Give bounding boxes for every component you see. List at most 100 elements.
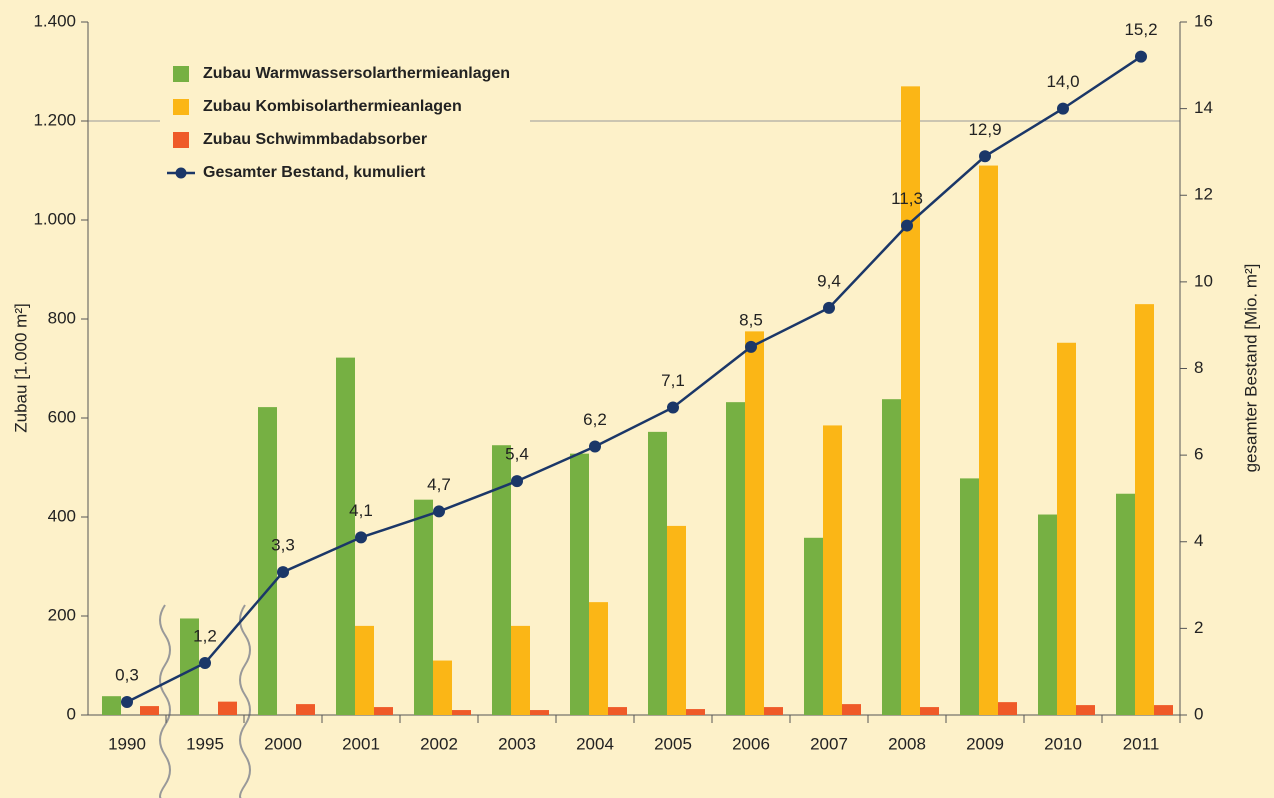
line-point [1057, 102, 1069, 115]
bar [842, 704, 861, 715]
bar [140, 706, 159, 715]
bar [374, 707, 393, 715]
data-label: 6,2 [583, 410, 607, 429]
line-point [433, 505, 445, 518]
bar [823, 425, 842, 715]
bar [667, 525, 686, 715]
x-tick-label: 2003 [498, 734, 536, 753]
bar [570, 453, 589, 715]
bar [296, 704, 315, 715]
y2-tick-label: 4 [1194, 531, 1203, 550]
y2-axis-title: gesamter Bestand [Mio. m²] [1241, 264, 1260, 473]
bar [336, 357, 355, 715]
line-point [979, 150, 991, 163]
bar [686, 709, 705, 715]
y2-tick-label: 0 [1194, 704, 1203, 723]
bar [258, 407, 277, 715]
bar [960, 478, 979, 715]
x-tick-label: 2006 [732, 734, 770, 753]
y2-tick-label: 16 [1194, 11, 1213, 30]
data-label: 0,3 [115, 665, 139, 684]
axis-break [159, 604, 171, 798]
y2-tick-label: 10 [1194, 271, 1213, 290]
bar [355, 625, 374, 715]
y2-tick-label: 2 [1194, 618, 1203, 637]
legend-label: Zubau Schwimmbadabsorber [203, 131, 427, 148]
line-point [667, 401, 679, 414]
line-point [199, 657, 211, 670]
y-tick-label: 1.400 [33, 11, 76, 30]
bar [901, 86, 920, 716]
x-tick-label: 1995 [186, 734, 224, 753]
x-tick-label: 2002 [420, 734, 458, 753]
line-point [277, 566, 289, 579]
bar [1116, 493, 1135, 715]
line-point [901, 219, 913, 232]
y-tick-label: 1.200 [33, 110, 76, 129]
bar [998, 702, 1017, 715]
bar [433, 660, 452, 715]
bar [530, 710, 549, 715]
data-label: 12,9 [968, 120, 1001, 139]
legend-label: Gesamter Bestand, kumuliert [203, 164, 426, 181]
bar [414, 499, 433, 715]
axis-break [239, 604, 251, 798]
x-tick-label: 2007 [810, 734, 848, 753]
line [126, 55, 1142, 704]
bar [218, 701, 237, 715]
line-point [823, 301, 835, 314]
y-tick-label: 600 [48, 407, 76, 426]
legend-label: Zubau Kombisolarthermieanlagen [203, 98, 462, 115]
data-label: 4,1 [349, 501, 373, 520]
data-label: 14,0 [1046, 72, 1079, 91]
y-tick-label: 200 [48, 605, 76, 624]
legend-swatch [173, 132, 189, 148]
line-point [121, 696, 133, 709]
line-point [589, 440, 601, 453]
bar [1057, 342, 1076, 715]
bar [452, 710, 471, 715]
data-label: 4,7 [427, 475, 451, 494]
y2-tick-label: 12 [1194, 185, 1213, 204]
y-tick-label: 0 [67, 704, 76, 723]
bar [608, 707, 627, 715]
line-point [1135, 50, 1147, 63]
legend-label: Zubau Warmwassersolarthermieanlagen [203, 65, 510, 82]
x-tick-label: 2009 [966, 734, 1004, 753]
bar [764, 707, 783, 715]
bar [511, 625, 530, 715]
line-point [745, 340, 757, 353]
bar [745, 331, 764, 715]
y-tick-label: 1.000 [33, 209, 76, 228]
y-tick-label: 400 [48, 506, 76, 525]
data-label: 9,4 [817, 271, 841, 290]
data-label: 8,5 [739, 310, 763, 329]
bar [492, 445, 511, 715]
x-tick-label: 2000 [264, 734, 302, 753]
x-tick-label: 2010 [1044, 734, 1082, 753]
data-label: 11,3 [891, 189, 923, 208]
y2-tick-label: 14 [1194, 98, 1213, 117]
data-label: 3,3 [271, 536, 295, 555]
x-tick-label: 2004 [576, 734, 614, 753]
x-tick-label: 2008 [888, 734, 926, 753]
bar [1135, 304, 1154, 715]
data-label: 15,2 [1124, 20, 1157, 39]
bar [804, 537, 823, 715]
data-label: 5,4 [505, 445, 529, 464]
bar [1038, 514, 1057, 715]
legend-swatch [173, 66, 189, 82]
bar [589, 602, 608, 715]
bar [102, 696, 121, 715]
legend-swatch [173, 99, 189, 115]
bar [180, 618, 199, 715]
bar [1076, 705, 1095, 715]
bar [648, 431, 667, 715]
bar [920, 707, 939, 715]
y2-tick-label: 8 [1194, 358, 1203, 377]
legend-marker [175, 167, 187, 179]
bar [726, 402, 745, 715]
bar [1154, 705, 1173, 715]
